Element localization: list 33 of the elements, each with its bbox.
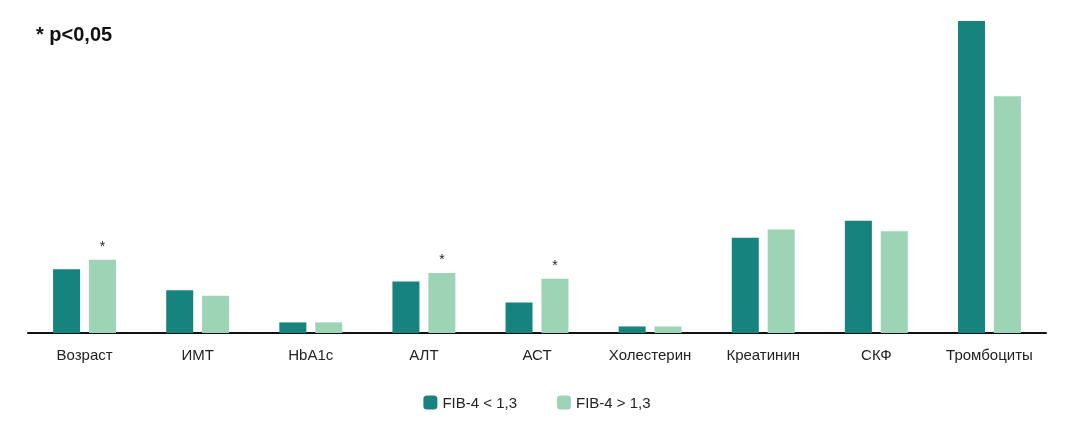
x-tick-label: АСТ (522, 346, 552, 363)
legend-label: FIB-4 < 1,3 (442, 394, 518, 411)
x-tick-label: АЛТ (409, 346, 439, 363)
bar (880, 231, 908, 333)
bar (618, 326, 646, 333)
bar (993, 96, 1021, 333)
bar (315, 322, 343, 333)
bar (202, 295, 230, 333)
bar (767, 229, 795, 333)
bar (505, 302, 533, 333)
x-tick-label: Возраст (56, 346, 113, 363)
bar (166, 290, 194, 333)
annotation: * (552, 256, 559, 273)
x-tick-label: Тромбоциты (946, 346, 1033, 363)
annotation: * (99, 237, 106, 254)
bar (392, 281, 420, 333)
annotation: * (439, 251, 446, 268)
bar (844, 220, 872, 333)
bar (53, 269, 81, 333)
bar (654, 326, 682, 333)
x-tick-label: Креатинин (726, 346, 801, 363)
bar (279, 322, 307, 333)
x-tick-label: ИМТ (181, 346, 214, 363)
x-tick-label: HbA1c (288, 346, 334, 363)
bar (957, 21, 985, 333)
bar (731, 237, 759, 333)
bar (428, 273, 456, 333)
x-tick-label: Холестерин (608, 346, 692, 363)
annotation: * p<0,05 (36, 23, 113, 45)
x-tick-label: СКФ (861, 346, 892, 363)
bar (89, 259, 117, 333)
legend-label: FIB-4 > 1,3 (576, 394, 651, 411)
bar (541, 278, 569, 333)
